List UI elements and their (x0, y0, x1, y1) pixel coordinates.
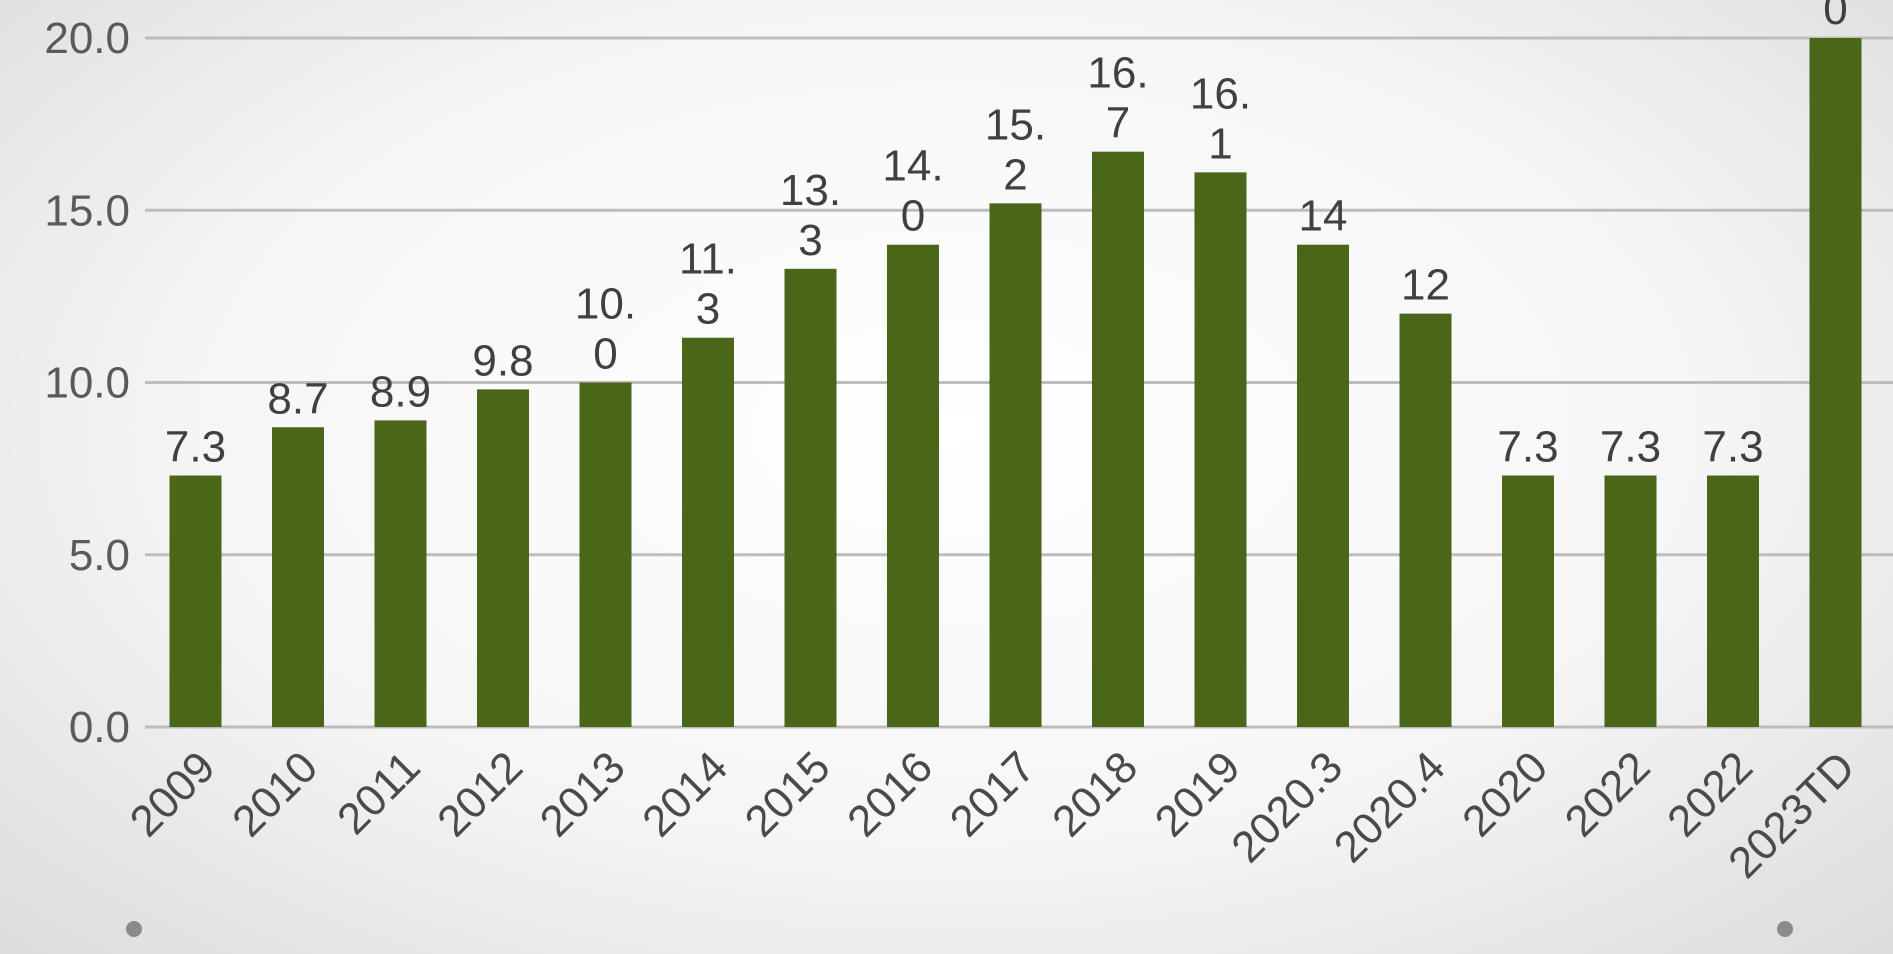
data-label: 1 (1208, 119, 1232, 168)
bars (169, 38, 1862, 728)
data-label: 7.3 (165, 423, 226, 472)
data-label: 7.3 (1702, 423, 1763, 472)
bar (784, 268, 837, 727)
data-label: 16. (1087, 49, 1148, 98)
slide-bullet-dot-right (1777, 921, 1793, 937)
y-tick-label: 0.0 (69, 703, 130, 752)
x-tick-label: 2014 (633, 742, 737, 846)
data-label: 7.3 (1497, 423, 1558, 472)
data-label: 14 (1299, 192, 1348, 241)
bar (1092, 151, 1144, 727)
data-label: 2 (1003, 150, 1027, 199)
bar (579, 382, 632, 727)
data-label: 8.7 (267, 374, 328, 423)
data-label: 10. (575, 280, 636, 329)
data-label: 0 (593, 330, 617, 379)
x-tick-label: 2020 (1453, 742, 1557, 846)
x-tick-label: 2010 (223, 742, 327, 846)
x-tick-label: 2012 (428, 742, 532, 846)
x-tick-label: 2017 (941, 742, 1045, 846)
y-tick-label: 15.0 (44, 186, 130, 235)
data-label: 16. (1190, 69, 1251, 118)
x-tick-label: 2009 (121, 742, 225, 846)
bar (989, 203, 1042, 728)
bar (887, 244, 939, 727)
data-labels: 7.38.7 8.99.810.011.313.314.015.216.716.1… (165, 0, 1848, 472)
bar (1502, 475, 1554, 727)
x-tick-label: 2020.4 (1325, 742, 1455, 872)
data-label: 11. (679, 235, 737, 284)
x-tick-label: 2020.3 (1222, 742, 1352, 872)
bar (169, 475, 222, 727)
bar (1707, 475, 1759, 727)
data-label: 12 (1401, 261, 1450, 310)
bar (1297, 244, 1349, 727)
bar (1604, 475, 1657, 727)
slide-bullet-dot-left (126, 921, 142, 937)
data-label: 0 (901, 192, 925, 241)
data-label: 13. (780, 166, 841, 215)
x-tick-label: 2013 (531, 742, 635, 846)
data-label: 3 (696, 285, 720, 334)
y-tick-label: 5.0 (69, 531, 130, 580)
data-label: 7.3 (1600, 423, 1661, 472)
data-label: 15. (985, 100, 1046, 149)
bar (1399, 313, 1452, 727)
x-tick-label: 2016 (838, 742, 942, 846)
bar (1194, 172, 1247, 728)
x-tick-label: 2018 (1043, 742, 1147, 846)
data-label: 0 (1823, 0, 1847, 34)
data-label: 14. (882, 142, 943, 191)
data-label: 7 (1106, 99, 1130, 148)
bar (374, 420, 427, 727)
bar (1809, 38, 1862, 727)
y-axis-tick-labels: 0.0 5.0 10.0 15.0 20.0 (44, 14, 130, 752)
bar (682, 337, 734, 727)
x-tick-label: 2011 (328, 742, 430, 844)
y-tick-label: 10.0 (44, 359, 130, 408)
x-tick-label: 2022 (1556, 742, 1660, 846)
data-label: 3 (798, 216, 822, 265)
x-tick-label: 2015 (736, 742, 840, 846)
data-label: 9.8 (472, 336, 533, 385)
data-label: 8.9 (370, 367, 431, 416)
y-tick-label: 20.0 (44, 14, 130, 63)
bar (477, 389, 529, 727)
bar (272, 427, 324, 727)
